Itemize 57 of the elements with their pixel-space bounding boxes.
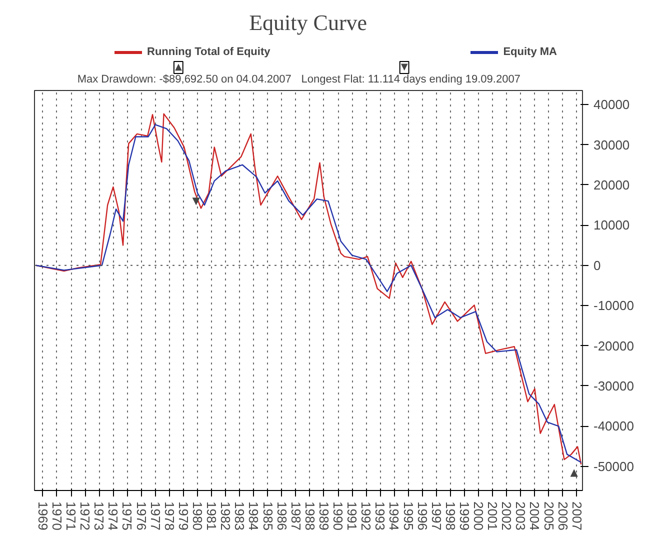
annotation: ▲ (570, 467, 578, 478)
x-tick-label: 2003 (513, 502, 528, 530)
y-tick-label: -30000 (594, 378, 634, 394)
x-tick-label: 1998 (442, 502, 458, 530)
x-tick-label: 2002 (499, 502, 514, 530)
y-tick-label: 20000 (594, 177, 630, 192)
x-tick-label: 1982 (218, 502, 234, 530)
x-tick-label: 1996 (414, 502, 430, 530)
y-tick-label: -50000 (594, 458, 634, 474)
x-tick-label: 1990 (330, 502, 346, 530)
text: ▼ (400, 62, 408, 72)
x-tick-label: 1995 (400, 502, 416, 530)
x-tick-label: 1991 (344, 502, 360, 530)
x-tick-label: 1979 (176, 502, 191, 530)
x-tick-label: 1976 (134, 502, 149, 530)
x-tick-label: 1994 (386, 502, 402, 530)
x-tick-label: 1969 (35, 502, 50, 530)
x-tick-label: 2006 (555, 502, 570, 530)
x-tick-label: 1974 (106, 502, 121, 530)
text: ▲ (174, 62, 182, 72)
x-tick-label: 1980 (190, 502, 205, 530)
x-tick-label: 1970 (49, 502, 64, 530)
y-tick-label: 0 (594, 258, 601, 273)
x-tick-label: 1987 (288, 502, 304, 530)
x-tick-label: 2007 (569, 502, 584, 530)
legend-label: Running Total of Equity (147, 46, 270, 58)
x-tick-label: 1992 (358, 502, 374, 530)
x-tick-label: 1988 (302, 502, 318, 530)
x-tick-label: 2004 (527, 502, 542, 530)
y-tick-label: -20000 (594, 338, 634, 354)
chart-title: Equity Curve (249, 10, 368, 35)
x-tick-label: 2000 (471, 502, 486, 530)
x-tick-label: 2001 (485, 502, 500, 530)
x-tick-label: 1972 (78, 502, 93, 530)
x-tick-label: 1978 (162, 502, 177, 530)
text: Longest Flat: 11.114 days ending 19.09.2007 (301, 74, 520, 86)
y-tick-label: -10000 (594, 298, 634, 314)
x-tick-label: 1993 (372, 502, 388, 530)
y-tick-label: 40000 (594, 97, 630, 112)
x-tick-label: 1983 (232, 502, 248, 530)
x-tick-label: 1997 (428, 502, 444, 530)
x-tick-label: 1984 (246, 502, 262, 530)
x-tick-label: 1981 (204, 502, 220, 530)
x-tick-label: 1986 (274, 502, 290, 530)
y-tick-label: 30000 (594, 137, 630, 152)
x-tick-label: 1989 (316, 502, 332, 530)
text: Max Drawdown: -$89,692.50 on 04.04.2007 (77, 74, 292, 86)
legend-label: Equity MA (503, 46, 557, 58)
x-tick-label: 1973 (92, 502, 107, 530)
x-tick-label: 1999 (456, 502, 472, 530)
x-tick-label: 1977 (148, 502, 163, 530)
x-tick-label: 1971 (64, 502, 79, 530)
x-tick-label: 1975 (120, 502, 135, 530)
y-tick-label: 10000 (594, 218, 630, 233)
y-tick-label: -40000 (594, 418, 634, 434)
x-tick-label: 2005 (541, 502, 556, 530)
x-tick-label: 1985 (260, 502, 276, 530)
